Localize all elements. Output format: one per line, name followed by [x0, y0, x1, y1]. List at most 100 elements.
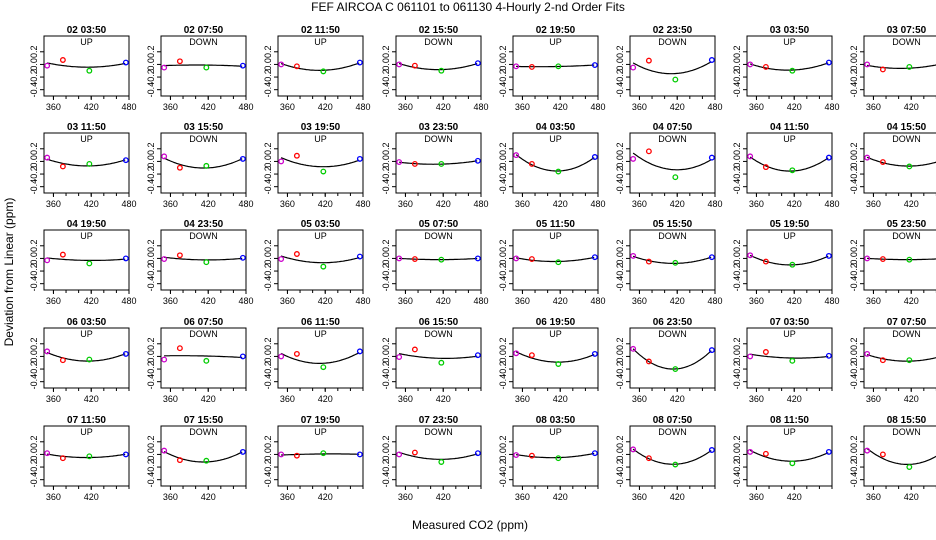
data-point-red: [293, 452, 300, 459]
y-tick-label: 0.2: [146, 436, 156, 449]
data-point-green: [906, 256, 913, 263]
data-point-blue: [239, 254, 246, 261]
y-tick-label: -0.2: [263, 361, 273, 377]
y-tick-label: 0.2: [29, 143, 39, 156]
panel-title: 04 19:50: [67, 219, 107, 230]
panel-title: 05 03:50: [301, 219, 341, 230]
chart-title: FEF AIRCOA C 061101 to 061130 4-Hourly 2…: [311, 0, 625, 14]
fit-curve: [749, 156, 829, 172]
panel-frame: [512, 229, 599, 291]
x-tick-label: 420: [84, 102, 99, 112]
fit-curve: [280, 255, 360, 264]
y-tick-label: -0.2: [849, 166, 859, 182]
y-tick-label: 0.0: [263, 58, 273, 71]
data-point-purple: [278, 256, 285, 263]
y-tick-label: 0.2: [615, 240, 625, 253]
panel-direction: DOWN: [424, 134, 453, 144]
panel-title: 03 07:50: [887, 25, 927, 36]
y-tick-label: 0.0: [29, 252, 39, 265]
panel-title: 06 23:50: [653, 317, 693, 328]
panel-direction: UP: [783, 427, 796, 437]
x-tick-label: 360: [632, 492, 647, 502]
panel-title: 02 19:50: [536, 25, 576, 36]
y-tick-label: 0.2: [849, 338, 859, 351]
data-point-green: [320, 168, 327, 175]
data-point-red: [293, 63, 300, 70]
panel-frame: [512, 132, 599, 194]
data-point-blue: [239, 448, 246, 455]
x-tick-label: 420: [904, 296, 919, 306]
y-tick-label: 0.0: [498, 350, 508, 363]
y-tick-label: 0.2: [263, 338, 273, 351]
data-point-blue: [356, 348, 363, 355]
y-tick-label: -0.2: [732, 166, 742, 182]
y-tick-label: 0.0: [615, 155, 625, 168]
fit-curve: [398, 451, 478, 460]
x-tick-label: 480: [473, 102, 488, 112]
data-point-purple: [864, 61, 871, 68]
y-tick-label: 0.0: [498, 58, 508, 71]
panel-direction: DOWN: [189, 134, 218, 144]
data-point-blue: [122, 157, 129, 164]
panel-title: 07 23:50: [419, 415, 459, 426]
panel-title: 06 11:50: [301, 317, 340, 328]
x-tick-label: 360: [163, 102, 178, 112]
y-tick-label: -0.4: [498, 472, 508, 488]
x-tick-label: 480: [355, 102, 370, 112]
y-tick-label: -0.4: [615, 82, 625, 98]
x-tick-label: 420: [787, 199, 802, 209]
panel-frame: [277, 229, 364, 291]
panel-frame: [277, 132, 364, 194]
y-tick-label: 0.2: [381, 143, 391, 156]
data-point-purple: [161, 356, 168, 363]
y-tick-label: 0.0: [381, 155, 391, 168]
x-tick-label: 360: [749, 492, 764, 502]
panel-frame: [746, 425, 833, 487]
panel-frame: [863, 425, 936, 487]
x-tick-label: 360: [866, 199, 881, 209]
data-point-blue: [708, 347, 715, 354]
data-point-purple: [396, 354, 403, 361]
panel-frame: [863, 229, 936, 291]
panel-frame: [512, 425, 599, 487]
fit-curve: [749, 62, 829, 71]
data-point-blue: [825, 352, 832, 359]
x-axis-label: Measured CO2 (ppm): [412, 518, 528, 532]
data-point-purple: [44, 450, 51, 457]
y-tick-label: 0.2: [732, 436, 742, 449]
x-tick-label: 360: [163, 394, 178, 404]
y-tick-label: 0.0: [29, 350, 39, 363]
panel-direction: DOWN: [892, 231, 921, 241]
panel-direction: UP: [80, 427, 93, 437]
x-tick-label: 360: [632, 296, 647, 306]
data-point-purple: [44, 257, 51, 264]
fit-curve: [515, 256, 595, 263]
data-point-blue: [708, 447, 715, 453]
y-tick-label: 0.0: [146, 448, 156, 461]
y-tick-label: 0.2: [263, 240, 273, 253]
x-tick-label: 480: [824, 199, 839, 209]
y-tick-label: 0.2: [498, 46, 508, 59]
x-tick-label: 360: [749, 102, 764, 112]
y-tick-label: 0.2: [146, 240, 156, 253]
y-tick-label: -0.2: [498, 263, 508, 279]
x-tick-label: 360: [46, 492, 61, 502]
panel-frame: [629, 35, 716, 97]
fit-curve: [867, 257, 936, 261]
panel-frame: [160, 132, 247, 194]
panel-direction: DOWN: [892, 37, 921, 47]
panel-direction: UP: [549, 37, 562, 47]
fit-curve: [866, 156, 936, 167]
x-tick-label: 480: [121, 199, 136, 209]
panel-direction: DOWN: [189, 427, 218, 437]
data-point-blue: [122, 59, 129, 66]
panel-title: 06 19:50: [536, 317, 576, 328]
data-point-green: [203, 259, 210, 266]
